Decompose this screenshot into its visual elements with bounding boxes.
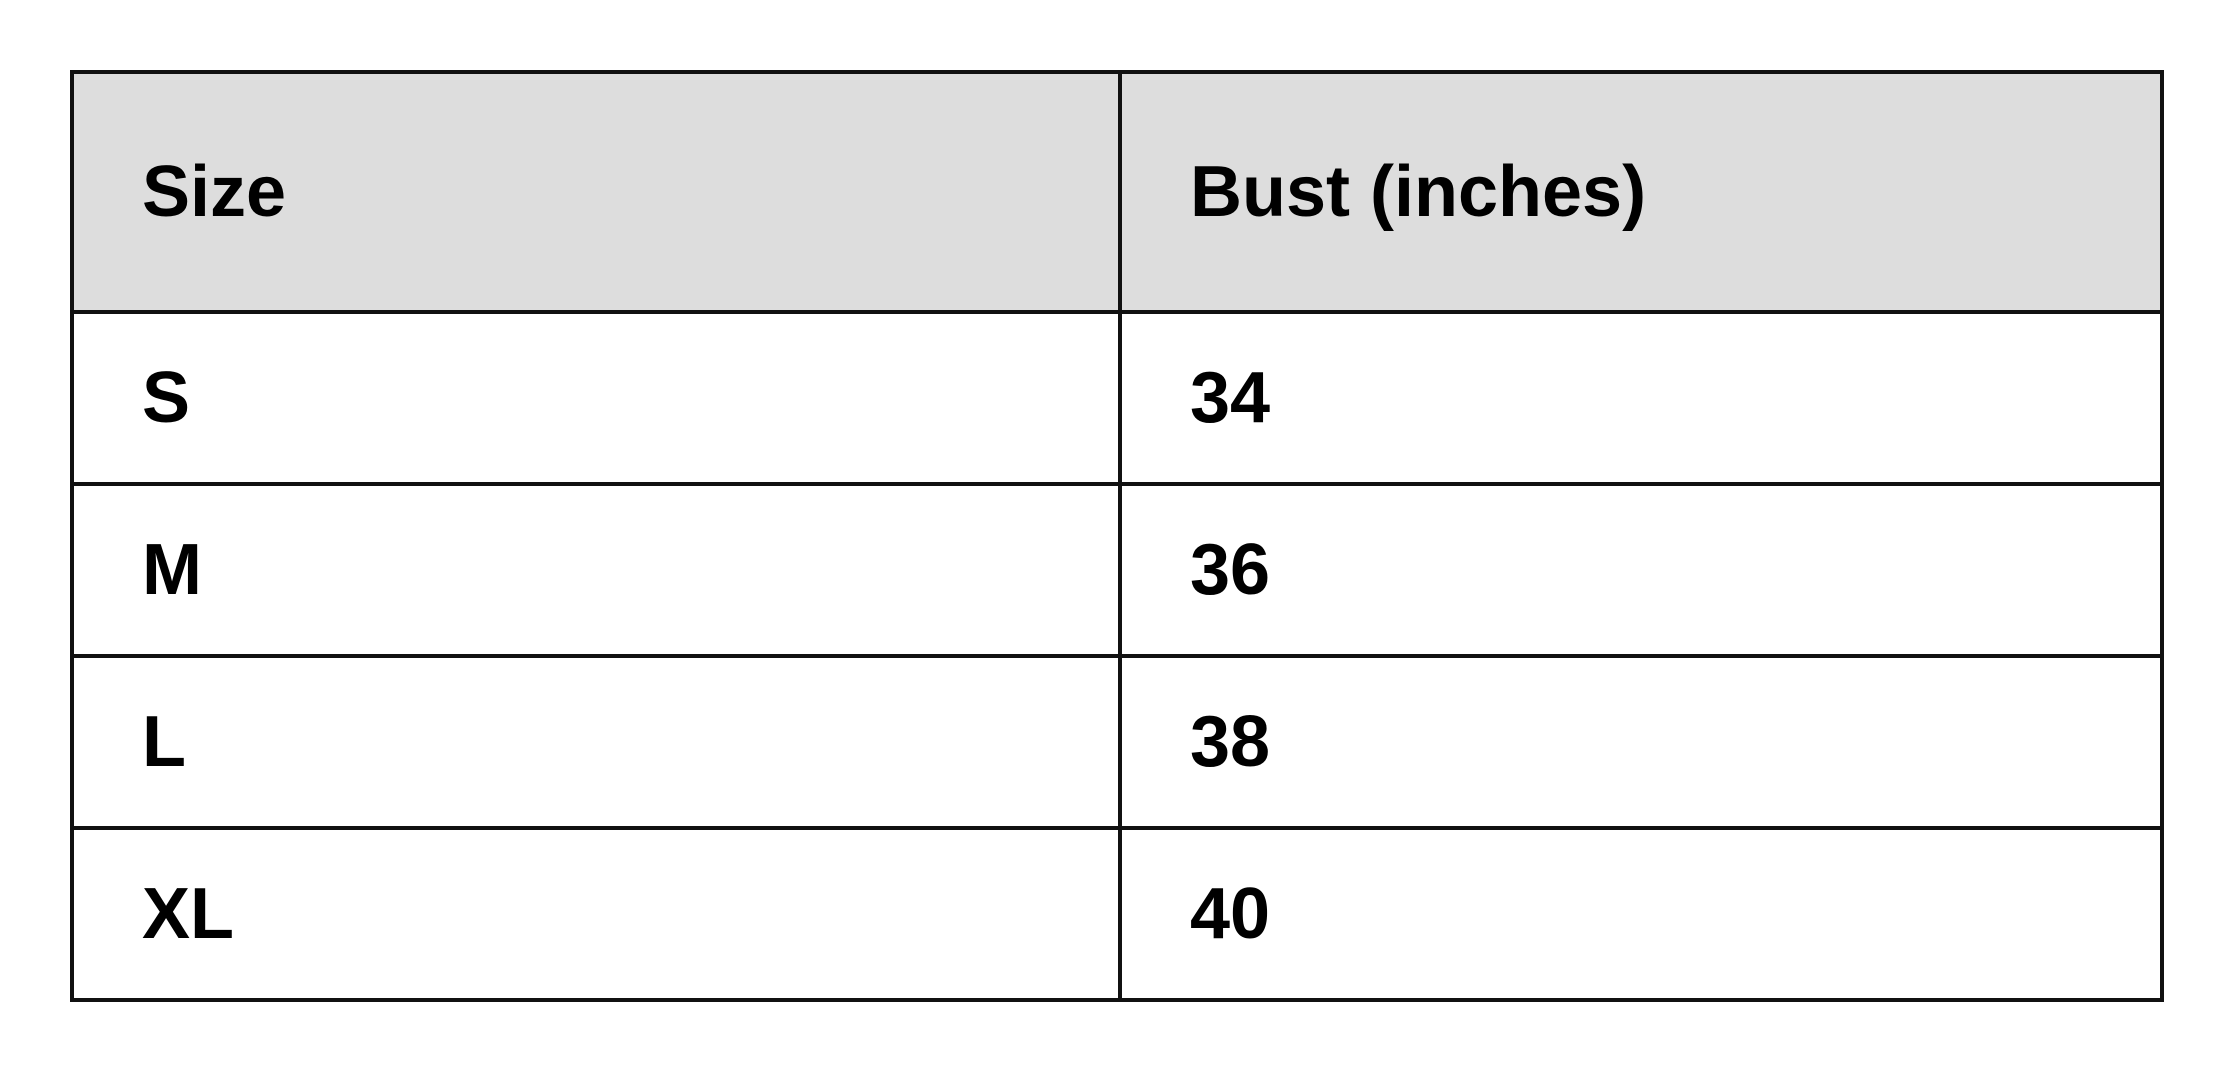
bust-cell: 36 xyxy=(1118,482,2164,658)
header-bust: Bust (inches) xyxy=(1118,70,2164,314)
table-row: XL 40 xyxy=(70,826,2164,1002)
bust-cell: 40 xyxy=(1118,826,2164,1002)
header-size: Size xyxy=(70,70,1122,314)
size-chart-table: Size Bust (inches) S 34 M 36 L 38 XL 40 xyxy=(70,70,2164,1002)
bust-cell: 38 xyxy=(1118,654,2164,830)
table-row: L 38 xyxy=(70,654,2164,830)
table-row: S 34 xyxy=(70,310,2164,486)
table-row: M 36 xyxy=(70,482,2164,658)
size-cell: XL xyxy=(70,826,1122,1002)
size-cell: M xyxy=(70,482,1122,658)
size-cell: S xyxy=(70,310,1122,486)
bust-cell: 34 xyxy=(1118,310,2164,486)
size-cell: L xyxy=(70,654,1122,830)
header-row: Size Bust (inches) xyxy=(70,70,2164,314)
